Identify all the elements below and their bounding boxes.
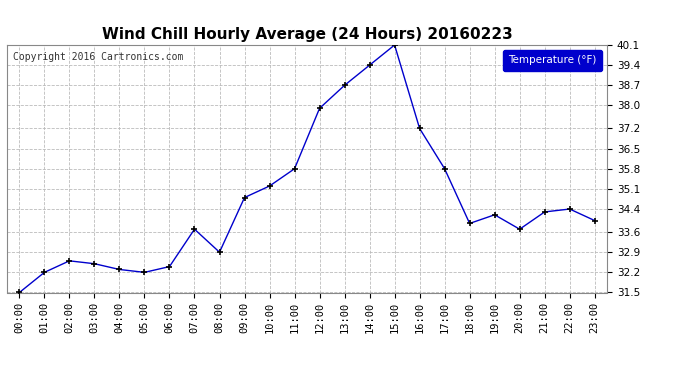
Text: Copyright 2016 Cartronics.com: Copyright 2016 Cartronics.com	[13, 53, 184, 62]
Title: Wind Chill Hourly Average (24 Hours) 20160223: Wind Chill Hourly Average (24 Hours) 201…	[101, 27, 513, 42]
Legend: Temperature (°F): Temperature (°F)	[503, 50, 602, 70]
